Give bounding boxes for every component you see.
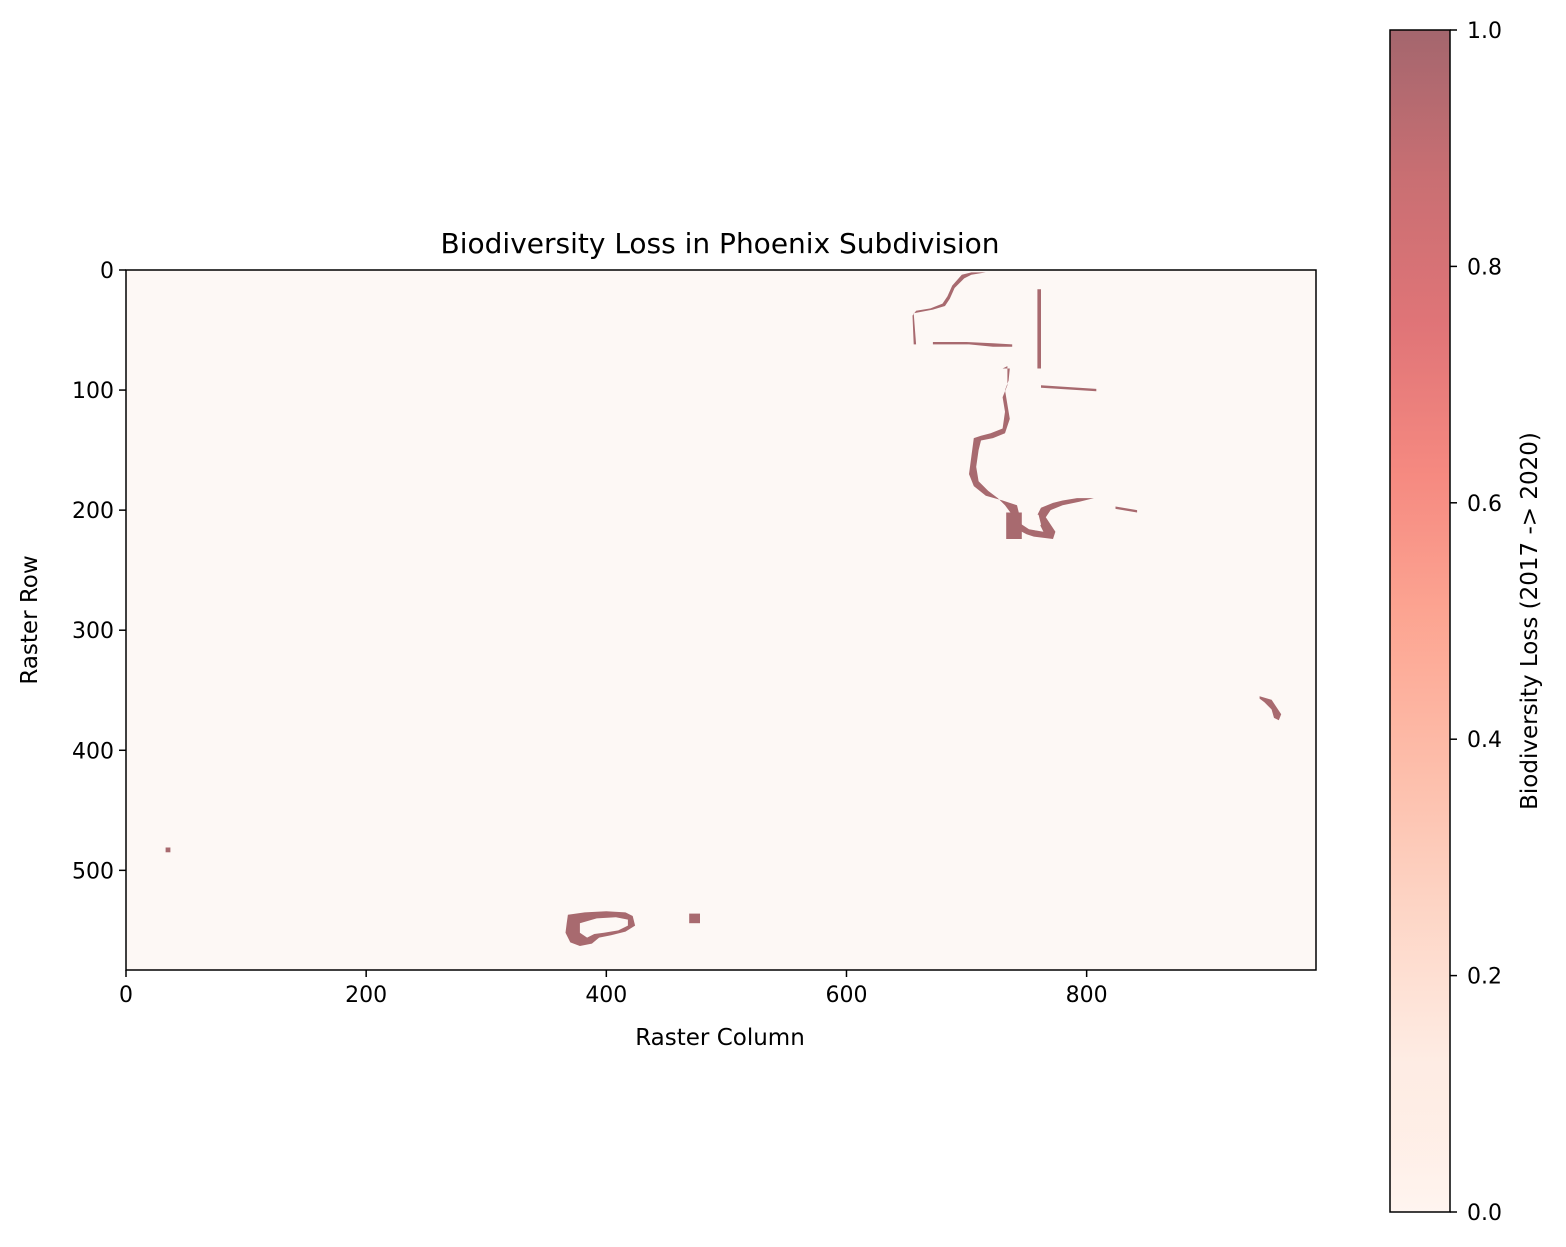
x-tick-label: 0 (119, 983, 133, 1008)
colorbar-gradient (1390, 30, 1450, 1212)
loss-region-north-fragment-line (932, 342, 1013, 347)
loss-region-south-block (689, 913, 700, 924)
colorbar-tick-label: 1.0 (1467, 19, 1502, 44)
colorbar-tick-label: 0.0 (1467, 1201, 1502, 1226)
x-axis-ticks: 0 200 400 600 800 (119, 970, 1108, 1008)
x-tick-label: 200 (345, 983, 387, 1008)
y-tick-label: 100 (72, 379, 114, 404)
colorbar: 0.0 0.2 0.4 0.6 0.8 1.0 Biodiversity Loss (20… (1389, 19, 1543, 1226)
colorbar-frame (1389, 29, 1451, 1213)
loss-region-east-fragment (1259, 696, 1282, 721)
y-tick-label: 500 (72, 859, 114, 884)
loss-region-central-block (1006, 512, 1022, 539)
raster-plot-area (125, 269, 1317, 971)
x-tick-label: 400 (585, 983, 627, 1008)
colorbar-tick-label: 0.6 (1467, 492, 1502, 517)
y-tick-label: 200 (72, 499, 114, 524)
x-axis-label: Raster Column (635, 1025, 805, 1051)
loss-region-north-horizontal-strip (1041, 385, 1097, 392)
loss-region-east-strip (1115, 506, 1138, 513)
y-axis-label: Raster Row (17, 555, 43, 684)
y-axis-ticks: 0 100 200 300 400 500 (72, 259, 126, 884)
colorbar-label: Biodiversity Loss (2017 -> 2020) (1517, 432, 1543, 810)
raster-background (126, 270, 1316, 970)
y-tick-label: 400 (72, 739, 114, 764)
colorbar-ticks: 0.0 0.2 0.4 0.6 0.8 1.0 (1450, 19, 1502, 1226)
loss-region-west-speck (165, 847, 171, 853)
loss-regions (165, 272, 1282, 946)
y-tick-label: 300 (72, 619, 114, 644)
colorbar-tick-label: 0.8 (1467, 255, 1502, 280)
plot-frame (125, 269, 1317, 971)
colorbar-tick-label: 0.4 (1467, 728, 1502, 753)
x-tick-label: 800 (1066, 983, 1108, 1008)
colorbar-tick-label: 0.2 (1467, 965, 1502, 990)
chart-title: Biodiversity Loss in Phoenix Subdivision (441, 227, 1000, 260)
central-basin-hole (1024, 512, 1041, 531)
south-ring-hole (579, 917, 628, 938)
y-tick-label: 0 (100, 259, 114, 284)
loss-region-north-vertical-strip (1037, 289, 1041, 369)
x-tick-label: 600 (825, 983, 867, 1008)
